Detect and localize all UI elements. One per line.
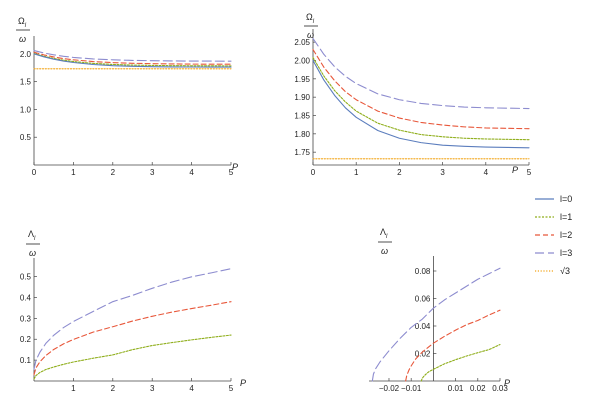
y-label-subscript: l: [34, 236, 36, 242]
svg-text:Ωl: Ωl: [18, 16, 27, 29]
y-tick-label: 0.2: [20, 335, 32, 344]
x-tick-label: 5: [229, 168, 234, 177]
series-line-l1: [33, 334, 232, 380]
y-label-subscript: l: [25, 23, 27, 29]
panel-bottom-left: Λl ω P 1 2 3 4 5 0.1 0.2 0.3 0.4 0.5: [20, 229, 246, 393]
svg-text:Λl: Λl: [380, 227, 388, 240]
y-tick-label: 1.95: [294, 75, 310, 84]
x-tick-label: 0: [32, 168, 37, 177]
svg-text:Ωl: Ωl: [306, 12, 315, 25]
x-axis-label: P: [512, 165, 518, 175]
legend-label: √3: [560, 266, 570, 276]
y-tick-label: 1.75: [294, 148, 310, 157]
x-tick-label: 3: [150, 384, 155, 393]
legend-label: l=3: [560, 248, 572, 258]
series-line-l2: [33, 51, 232, 65]
x-tick-label: 2: [111, 384, 116, 393]
panel-bottom-right: Λl ω P −0.02 −0.01 0.01 0.02 0.03 0.02 0.04 0.0…: [369, 227, 510, 393]
y-label-symbol: Ω: [18, 16, 25, 26]
x-axis-label: P: [504, 378, 510, 388]
y-label-symbol: Λ: [380, 227, 386, 237]
y-label-subscript: l: [386, 234, 388, 240]
legend: l=0 l=1 l=2 l=3 √3: [535, 194, 572, 276]
y-tick-label: 0.08: [415, 267, 431, 276]
x-axis-label: P: [232, 162, 238, 172]
x-tick-label: 1: [71, 384, 76, 393]
y-label-symbol: Λ: [28, 229, 34, 239]
x-tick-label: 1: [71, 168, 76, 177]
x-tick-label: −0.02: [379, 384, 400, 393]
x-tick-label: 0.02: [470, 384, 486, 393]
y-tick-label: 0.1: [20, 356, 32, 365]
svg-text:Λl: Λl: [28, 229, 36, 242]
x-tick-label: 4: [484, 168, 489, 177]
x-tick-label: 0: [311, 168, 316, 177]
legend-label: l=1: [560, 212, 572, 222]
y-tick-label: 1.90: [294, 93, 310, 102]
series-line-l2: [312, 48, 530, 130]
y-label-denominator: ω: [307, 30, 314, 40]
panel-top-left: Ωl ω P 0 1 2 3 4 5 0.5 1.0 1.5 2.0: [16, 16, 238, 177]
y-label-denominator: ω: [29, 248, 36, 258]
x-tick-label: 4: [189, 384, 194, 393]
legend-label: l=0: [560, 194, 572, 204]
y-tick-label: 1.80: [294, 130, 310, 139]
y-tick-label: 1.0: [20, 105, 32, 114]
series-line-l3: [33, 268, 232, 370]
y-label-subscript: l: [313, 19, 315, 25]
y-axis-label: Ωl ω: [304, 12, 318, 40]
series-line-l0: [312, 59, 530, 149]
y-label-denominator: ω: [19, 34, 26, 44]
y-axis-label: Ωl ω: [16, 16, 30, 44]
series-line-l2: [33, 301, 232, 376]
y-label-symbol: Ω: [306, 12, 313, 22]
y-tick-label: 0.5: [20, 133, 32, 142]
x-tick-label: 2: [111, 168, 116, 177]
x-tick-label: −0.01: [401, 384, 422, 393]
y-axis-label: Λl ω: [378, 227, 392, 256]
legend-label: l=2: [560, 230, 572, 240]
y-tick-label: 0.02: [415, 350, 431, 359]
x-tick-label: 0.01: [448, 384, 464, 393]
x-tick-label: 0.03: [492, 384, 508, 393]
series-line-l1: [33, 52, 232, 67]
x-tick-label: 4: [189, 168, 194, 177]
x-tick-label: 1: [354, 168, 359, 177]
x-tick-label: 2: [397, 168, 402, 177]
x-tick-label: 5: [527, 168, 532, 177]
y-tick-label: 2.05: [294, 38, 310, 47]
y-tick-label: 0.04: [415, 322, 431, 331]
x-tick-label: 5: [229, 384, 234, 393]
series-line-l0: [33, 53, 232, 68]
x-axis-label: P: [240, 378, 246, 388]
series-line-l1: [420, 344, 501, 382]
y-label-denominator: ω: [381, 246, 388, 256]
y-tick-label: 0.5: [20, 273, 32, 282]
series-line-l1: [312, 57, 530, 141]
series-line-l3: [371, 267, 501, 382]
y-tick-label: 0.4: [20, 293, 32, 302]
y-tick-label: 0.06: [415, 295, 431, 304]
y-tick-label: 2.00: [294, 57, 310, 66]
y-tick-label: 0.3: [20, 314, 32, 323]
y-tick-label: 1.5: [20, 78, 32, 87]
y-tick-label: 2.0: [20, 50, 32, 59]
series-line-l2: [405, 309, 501, 382]
series-line-l3: [312, 37, 530, 110]
x-tick-label: 3: [150, 168, 155, 177]
panel-top-right: Ωl ω P 0 1 2 3 4 5 1.75 1.80 1.85 1.90 1.95 2.00 2.0…: [294, 12, 531, 177]
series-line-l3: [33, 50, 232, 62]
x-tick-label: 3: [440, 168, 445, 177]
y-tick-label: 1.85: [294, 112, 310, 121]
y-axis-label: Λl ω: [26, 229, 40, 258]
